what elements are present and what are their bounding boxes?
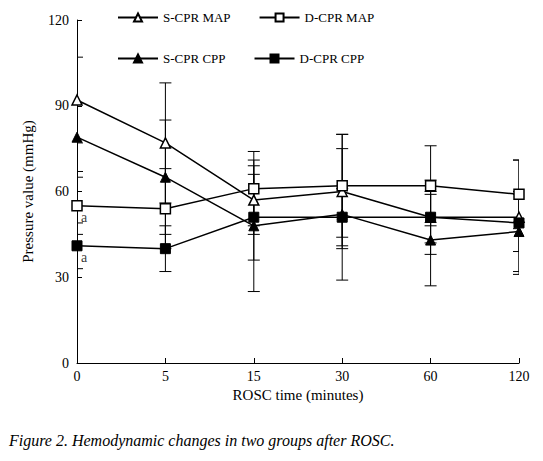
svg-text:Figure 2. Hemodynamic changes: Figure 2. Hemodynamic changes in two gro… — [8, 432, 394, 450]
svg-text:S-CPR CPP: S-CPR CPP — [163, 51, 226, 66]
svg-text:Pressure value (mmHg): Pressure value (mmHg) — [20, 120, 37, 262]
svg-text:30: 30 — [55, 270, 69, 285]
svg-text:a: a — [81, 210, 88, 225]
svg-text:120: 120 — [509, 369, 530, 384]
svg-text:120: 120 — [48, 13, 69, 28]
svg-text:5: 5 — [162, 369, 169, 384]
svg-text:a: a — [81, 250, 88, 265]
svg-text:0: 0 — [74, 369, 81, 384]
svg-text:60: 60 — [424, 369, 438, 384]
svg-text:0: 0 — [62, 356, 69, 371]
svg-text:D-CPR MAP: D-CPR MAP — [305, 10, 375, 25]
svg-text:ROSC time (minutes): ROSC time (minutes) — [233, 387, 364, 404]
svg-text:90: 90 — [55, 98, 69, 113]
svg-text:15: 15 — [247, 369, 261, 384]
svg-text:S-CPR MAP: S-CPR MAP — [163, 10, 231, 25]
svg-text:D-CPR CPP: D-CPR CPP — [300, 51, 365, 66]
svg-text:30: 30 — [335, 369, 349, 384]
svg-text:60: 60 — [55, 184, 69, 199]
